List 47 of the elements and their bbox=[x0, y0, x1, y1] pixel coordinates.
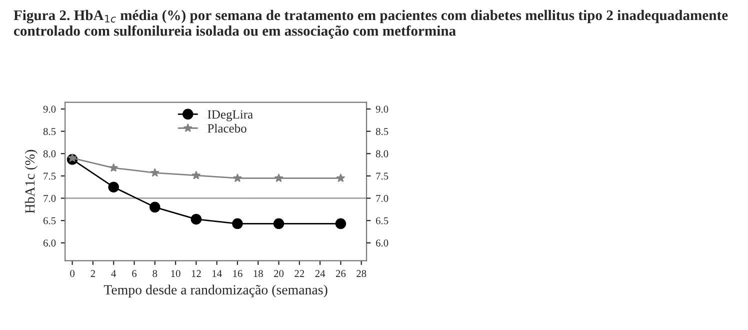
y-tick-label: 6.0 bbox=[43, 240, 56, 247]
y-tick-label: 7.0 bbox=[44, 194, 56, 202]
x-tick-label: 24 bbox=[315, 270, 326, 277]
point bbox=[108, 182, 119, 192]
x-tick-label: 28 bbox=[356, 270, 366, 278]
point bbox=[232, 218, 243, 230]
point bbox=[192, 170, 201, 180]
y2-tick-label: 8.0 bbox=[376, 150, 388, 158]
legend-label: Placebo bbox=[208, 124, 246, 133]
x-tick-label: 4 bbox=[111, 270, 116, 277]
y-tick-label: 7.5 bbox=[44, 172, 56, 180]
point bbox=[109, 163, 118, 172]
x-tick-label: 22 bbox=[294, 270, 304, 277]
y-tick-label: 8.0 bbox=[43, 150, 56, 158]
y-tick-label: 8.5 bbox=[43, 128, 56, 136]
x-tick-label: 6 bbox=[132, 270, 137, 278]
y2-tick-label: 6.0 bbox=[376, 240, 388, 247]
y2-tick-label: 9.0 bbox=[376, 106, 388, 113]
point bbox=[336, 173, 346, 182]
point bbox=[335, 218, 346, 230]
x-axis-title: Tempo desde a randomização (semanas) bbox=[104, 284, 328, 298]
y-axis-title: HbA1c (%) bbox=[24, 150, 38, 214]
y2-tick-label: 7.5 bbox=[376, 172, 388, 180]
x-tick-label: 14 bbox=[212, 270, 222, 277]
point bbox=[68, 153, 77, 162]
x-tick-label: 20 bbox=[274, 270, 284, 278]
x-tick-label: 10 bbox=[171, 270, 180, 278]
y2-tick-label: 8.5 bbox=[376, 128, 388, 136]
y2-tick-label: 7.0 bbox=[376, 194, 388, 202]
y-tick-label: 9.0 bbox=[43, 106, 56, 113]
x-tick-label: 0 bbox=[70, 270, 75, 278]
x-tick-label: 18 bbox=[254, 270, 263, 278]
legend-label: IDegLira bbox=[208, 110, 253, 122]
y2-tick-label: 6.5 bbox=[376, 217, 388, 224]
x-tick-label: 26 bbox=[336, 270, 346, 278]
x-tick-label: 16 bbox=[233, 270, 242, 278]
x-tick-label: 12 bbox=[192, 270, 201, 277]
point bbox=[150, 168, 160, 177]
point bbox=[232, 173, 242, 182]
point bbox=[274, 173, 284, 182]
chart-title: Figura 2. HbA$_{1c}$ média (%) por semana de tratamento em pacientes com diabetes mellitus tipo 2 inadequadamente controlado com sulfonilureia isolada ou em associação com metformina bbox=[14, 10, 728, 39]
point bbox=[273, 218, 284, 230]
x-tick-label: 8 bbox=[152, 270, 158, 278]
y-tick-label: 6.5 bbox=[43, 217, 56, 224]
point bbox=[150, 202, 160, 213]
point bbox=[190, 214, 202, 225]
x-tick-label: 2 bbox=[90, 270, 95, 277]
